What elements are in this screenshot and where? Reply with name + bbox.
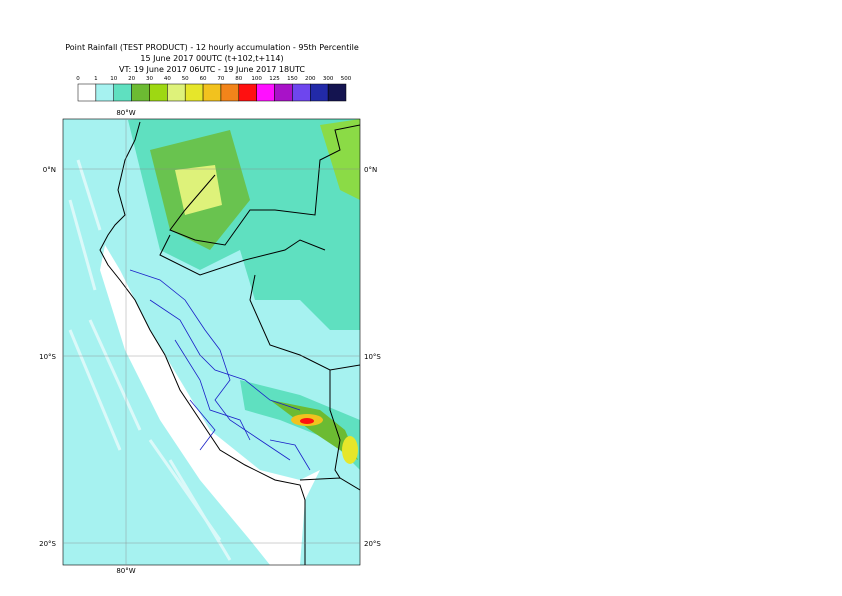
colorbar-swatch: [202, 83, 222, 102]
lat-label: 10°S: [39, 353, 56, 361]
colorbar-label: 30: [146, 76, 153, 82]
colorbar-swatch: [149, 83, 168, 102]
colorbar: 0 1 10 20 30 40 50 60 70 80 100 125 150 200 300 500: [76, 76, 352, 102]
colorbar-label: 125: [269, 76, 280, 82]
colorbar-swatch: [77, 83, 97, 102]
lat-label: 20°S: [364, 540, 381, 548]
colorbar-label: 80: [235, 76, 242, 82]
colorbar-swatch: [256, 83, 275, 102]
colorbar-label: 200: [305, 76, 316, 82]
colorbar-label: 10: [110, 76, 117, 82]
rain-area: [270, 400, 358, 460]
rain-area: [300, 418, 314, 424]
colorbar-swatch: [327, 83, 347, 102]
colorbar-swatch: [274, 83, 293, 102]
rain-area: [320, 119, 360, 200]
colorbar-label: 1: [94, 76, 98, 82]
colorbar-swatch: [238, 83, 257, 102]
colorbar-swatch: [184, 83, 204, 102]
title: Point Rainfall (TEST PRODUCT) - 12 hourl…: [65, 43, 359, 52]
colorbar-label: 70: [217, 76, 224, 82]
colorbar-label: 100: [251, 76, 262, 82]
colorbar-label: 60: [200, 76, 207, 82]
coastline: [99, 121, 360, 565]
map: [63, 119, 360, 565]
map-frame: [62, 118, 361, 566]
rain-area: [175, 165, 222, 215]
colorbar-label: 150: [287, 76, 298, 82]
graticule: [63, 119, 360, 565]
colorbar-label: 0: [76, 76, 80, 82]
colorbar-label: 40: [164, 76, 171, 82]
lat-label: 10°S: [364, 353, 381, 361]
ocean-streaks: [68, 159, 232, 561]
admin-borders: [129, 269, 311, 471]
colorbar-swatch: [167, 83, 186, 102]
colorbar-swatch: [95, 83, 114, 102]
colorbar-swatch: [113, 83, 132, 102]
colorbar-swatch: [131, 83, 150, 102]
colorbar-label: 50: [182, 76, 189, 82]
colorbar-label: 20: [128, 76, 135, 82]
colorbar-label: 500: [341, 76, 352, 82]
subtitle: 15 June 2017 00UTC (t+102,t+114): [140, 54, 283, 63]
colorbar-swatch: [310, 83, 329, 102]
lat-label: 0°N: [43, 166, 56, 174]
colorbar-label: 300: [323, 76, 334, 82]
rain-area: [342, 436, 358, 464]
colorbar-swatch: [220, 83, 240, 102]
subtitle: VT: 19 June 2017 06UTC - 19 June 2017 18…: [119, 65, 305, 74]
dry-area: [100, 245, 320, 565]
lon-label: 80°W: [116, 109, 135, 117]
lat-label: 20°S: [39, 540, 56, 548]
colorbar-swatch: [292, 83, 311, 102]
lon-label: 80°W: [116, 567, 135, 575]
lat-label: 0°N: [364, 166, 377, 174]
